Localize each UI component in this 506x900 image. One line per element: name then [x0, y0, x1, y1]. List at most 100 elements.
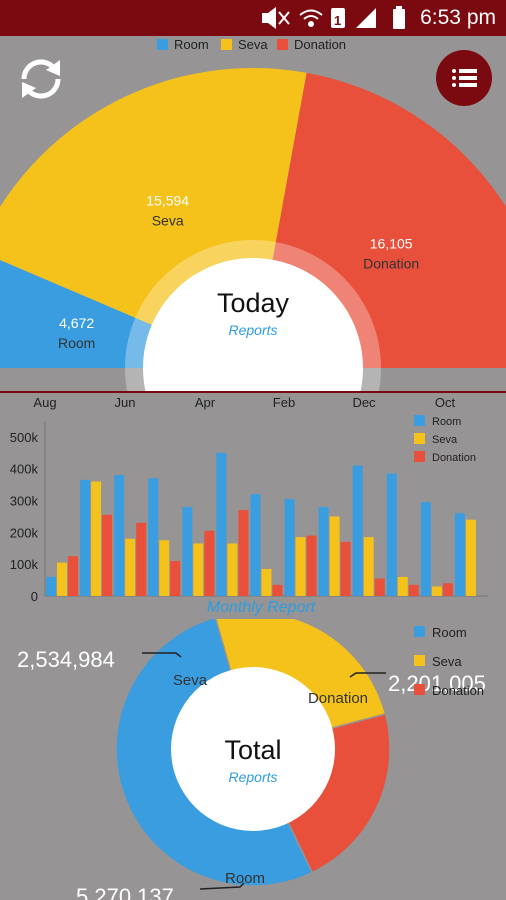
- total-slice-label: Room: [225, 870, 265, 887]
- seva-total-value: 2,534,984: [17, 647, 115, 672]
- bar-room[interactable]: [352, 465, 363, 596]
- monthly-legend-swatch-room: [414, 415, 425, 426]
- today-center-subtitle: Reports: [228, 322, 277, 338]
- bar-seva[interactable]: [91, 481, 102, 596]
- refresh-button[interactable]: [16, 54, 66, 109]
- y-tick-label: 0: [31, 589, 38, 604]
- total-legend-swatch-room: [414, 626, 425, 637]
- month-label: Aug: [33, 395, 56, 410]
- monthly-legend-label-room: Room: [432, 416, 461, 428]
- bar-donation[interactable]: [102, 514, 113, 596]
- bar-room[interactable]: [148, 478, 159, 596]
- today-slice-label: Seva: [152, 213, 184, 229]
- status-icons: 1: [262, 6, 405, 29]
- sim-icon: 1: [331, 8, 345, 28]
- bar-donation[interactable]: [204, 530, 215, 596]
- monthly-chart: Aug Jun Apr Feb Dec Oct 0 100k 200k 300k 400k 500k R…: [10, 395, 488, 616]
- bar-room[interactable]: [318, 506, 329, 596]
- total-legend-swatch-donation: [414, 684, 425, 695]
- monthly-legend-label-seva: Seva: [432, 434, 458, 446]
- bar-seva[interactable]: [261, 568, 272, 596]
- y-tick-label: 300k: [10, 494, 39, 509]
- svg-text:1: 1: [334, 13, 341, 28]
- wifi-icon: [299, 9, 323, 27]
- bar-donation[interactable]: [170, 561, 181, 596]
- total-legend-swatch-seva: [414, 655, 425, 666]
- monthly-legend-label-donation: Donation: [432, 452, 476, 464]
- bar-donation[interactable]: [68, 556, 78, 596]
- bar-donation[interactable]: [306, 535, 317, 596]
- monthly-legend-swatch-seva: [414, 433, 425, 444]
- bar-seva[interactable]: [465, 519, 476, 596]
- bar-room[interactable]: [284, 498, 295, 596]
- total-slice-label: Donation: [308, 690, 368, 707]
- monthly-legend-swatch-donation: [414, 451, 425, 462]
- bar-room[interactable]: [182, 506, 193, 596]
- seva-callout-line: [142, 652, 182, 658]
- month-label: Dec: [352, 395, 376, 410]
- refresh-icon: [21, 59, 61, 99]
- bar-room[interactable]: [250, 494, 261, 596]
- bar-seva[interactable]: [397, 576, 408, 596]
- total-slice-label: Seva: [173, 672, 208, 689]
- y-tick-label: 500k: [10, 430, 39, 445]
- today-panel: Room Seva Donation 4,672 Room 15,594 Seva 16,10…: [0, 36, 506, 391]
- bar-donation[interactable]: [374, 578, 385, 597]
- y-tick-label: 400k: [10, 462, 39, 477]
- bar-seva[interactable]: [159, 540, 170, 596]
- monthly-caption: Monthly Report: [207, 599, 316, 616]
- today-slice-room[interactable]: [0, 250, 253, 368]
- today-legend-label-seva: Seva: [238, 37, 268, 52]
- y-tick-label: 200k: [10, 525, 39, 540]
- bar-donation[interactable]: [408, 584, 419, 596]
- bar-room[interactable]: [80, 479, 91, 596]
- bar-donation[interactable]: [340, 541, 351, 596]
- menu-button[interactable]: [436, 50, 492, 106]
- bar-seva[interactable]: [193, 543, 204, 597]
- bar-seva[interactable]: [125, 538, 136, 596]
- battery-icon: [393, 6, 405, 29]
- total-legend-label-seva: Seva: [432, 654, 462, 669]
- today-slice-value: 4,672: [59, 315, 94, 331]
- y-tick-label: 100k: [10, 557, 39, 572]
- bar-donation[interactable]: [442, 583, 453, 596]
- room-callout-line: [199, 882, 245, 890]
- list-icon: [452, 69, 477, 87]
- today-legend-label-donation: Donation: [294, 37, 346, 52]
- bar-seva[interactable]: [295, 537, 306, 596]
- bar-seva[interactable]: [363, 537, 374, 596]
- total-center-subtitle: Reports: [228, 769, 277, 785]
- monthly-panel: Aug Jun Apr Feb Dec Oct 0 100k 200k 300k 400k 500k R…: [0, 391, 506, 621]
- month-label: Apr: [195, 395, 216, 410]
- bar-seva[interactable]: [227, 543, 238, 597]
- bar-room[interactable]: [46, 576, 56, 596]
- today-slice-label: Donation: [363, 256, 419, 272]
- bar-donation[interactable]: [272, 584, 283, 596]
- bar-room[interactable]: [216, 452, 227, 596]
- bar-room[interactable]: [420, 502, 431, 596]
- signal-icon: [356, 8, 376, 28]
- month-label: Jun: [115, 395, 136, 410]
- bar-seva[interactable]: [329, 516, 340, 596]
- today-slice-value: 15,594: [146, 193, 189, 209]
- today-slice-label: Room: [58, 335, 95, 351]
- today-legend-swatch-seva: [221, 39, 232, 50]
- total-center-title: Total: [224, 735, 281, 765]
- today-center: [143, 258, 363, 391]
- bar-room[interactable]: [386, 473, 397, 597]
- clock: 6:53 pm: [420, 6, 496, 29]
- bar-room[interactable]: [114, 475, 125, 596]
- today-slice-value: 16,105: [370, 236, 413, 252]
- donation-callout-line: [349, 672, 386, 678]
- bar-donation[interactable]: [136, 522, 147, 596]
- bar-room[interactable]: [454, 513, 465, 596]
- bar-seva[interactable]: [57, 562, 67, 596]
- total-panel: Total Reports Room Seva Donation 2,534,984 2,2…: [0, 619, 506, 900]
- status-bar: 1 6:53 pm: [0, 0, 506, 36]
- room-total-value: 5,270,137: [76, 884, 174, 900]
- total-center: [171, 667, 335, 831]
- month-label: Feb: [273, 395, 295, 410]
- bar-seva[interactable]: [431, 586, 442, 596]
- today-legend-label-room: Room: [174, 37, 209, 52]
- bar-donation[interactable]: [238, 510, 249, 596]
